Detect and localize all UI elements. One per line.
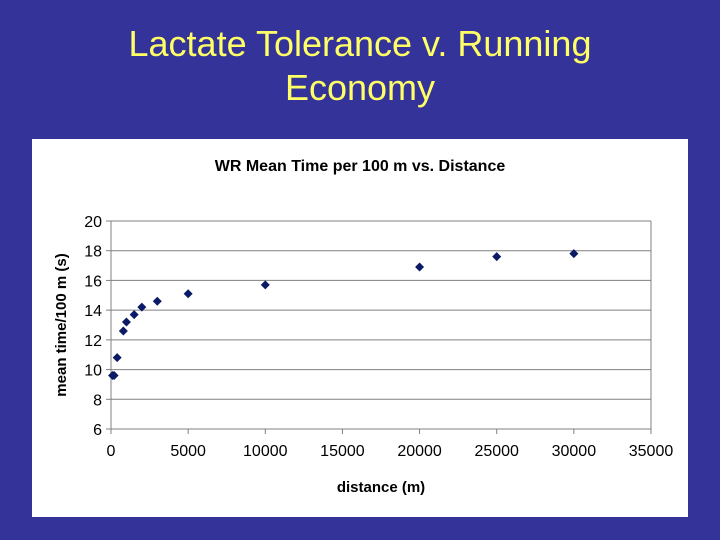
y-tick-label-4: 14 bbox=[84, 303, 102, 320]
slide-title-line-2: Economy bbox=[284, 67, 436, 108]
y-tick-label-5: 16 bbox=[84, 273, 102, 290]
y-tick-label-3: 12 bbox=[84, 333, 102, 350]
data-point-0-1 bbox=[109, 371, 119, 381]
y-axis-label: mean time/100 m (s) bbox=[53, 253, 70, 396]
y-tick-label-6: 18 bbox=[84, 244, 102, 261]
data-point-0-2 bbox=[112, 353, 122, 363]
scatter-chart: WR Mean Time per 100 m vs. Distance dist… bbox=[53, 158, 673, 496]
x-tick-label-1: 5000 bbox=[170, 443, 206, 460]
y-tick-label-2: 10 bbox=[84, 363, 102, 380]
data-point-0-11 bbox=[492, 252, 502, 262]
x-tick-label-2: 10000 bbox=[243, 443, 288, 460]
gridlines bbox=[111, 220, 652, 430]
slide-title: Lactate Tolerance v. Running Economy bbox=[0, 22, 720, 110]
x-tick-label-3: 15000 bbox=[320, 443, 365, 460]
x-tick-label-0: 0 bbox=[107, 443, 116, 460]
x-axis-label: distance (m) bbox=[337, 479, 425, 496]
data-point-0-8 bbox=[183, 289, 193, 299]
data-point-0-7 bbox=[152, 296, 162, 306]
data-point-0-10 bbox=[415, 262, 425, 272]
chart-title: WR Mean Time per 100 m vs. Distance bbox=[215, 158, 506, 175]
tick-labels: 6 8 10 12 14 16 18 20 0 5000 10000 15000 20000 25000 3… bbox=[84, 214, 673, 460]
x-tick-label-7: 35000 bbox=[629, 443, 674, 460]
data-point-0-3 bbox=[118, 326, 128, 336]
data-point-0-4 bbox=[121, 317, 131, 327]
data-point-0-6 bbox=[137, 302, 147, 312]
data-point-0-5 bbox=[129, 310, 139, 320]
y-tick-label-7: 20 bbox=[84, 214, 102, 231]
x-tick-label-4: 20000 bbox=[397, 443, 442, 460]
data-points bbox=[108, 249, 579, 381]
x-tick-label-5: 25000 bbox=[474, 443, 519, 460]
y-tick-label-1: 8 bbox=[93, 392, 102, 409]
chart-panel: WR Mean Time per 100 m vs. Distance dist… bbox=[32, 139, 688, 517]
data-point-0-9 bbox=[260, 280, 270, 290]
data-point-0-12 bbox=[569, 249, 579, 259]
y-tick-label-0: 6 bbox=[93, 422, 102, 439]
x-tick-label-6: 30000 bbox=[552, 443, 597, 460]
slide-title-line-1: Lactate Tolerance v. Running bbox=[128, 23, 592, 64]
axes bbox=[106, 220, 652, 434]
